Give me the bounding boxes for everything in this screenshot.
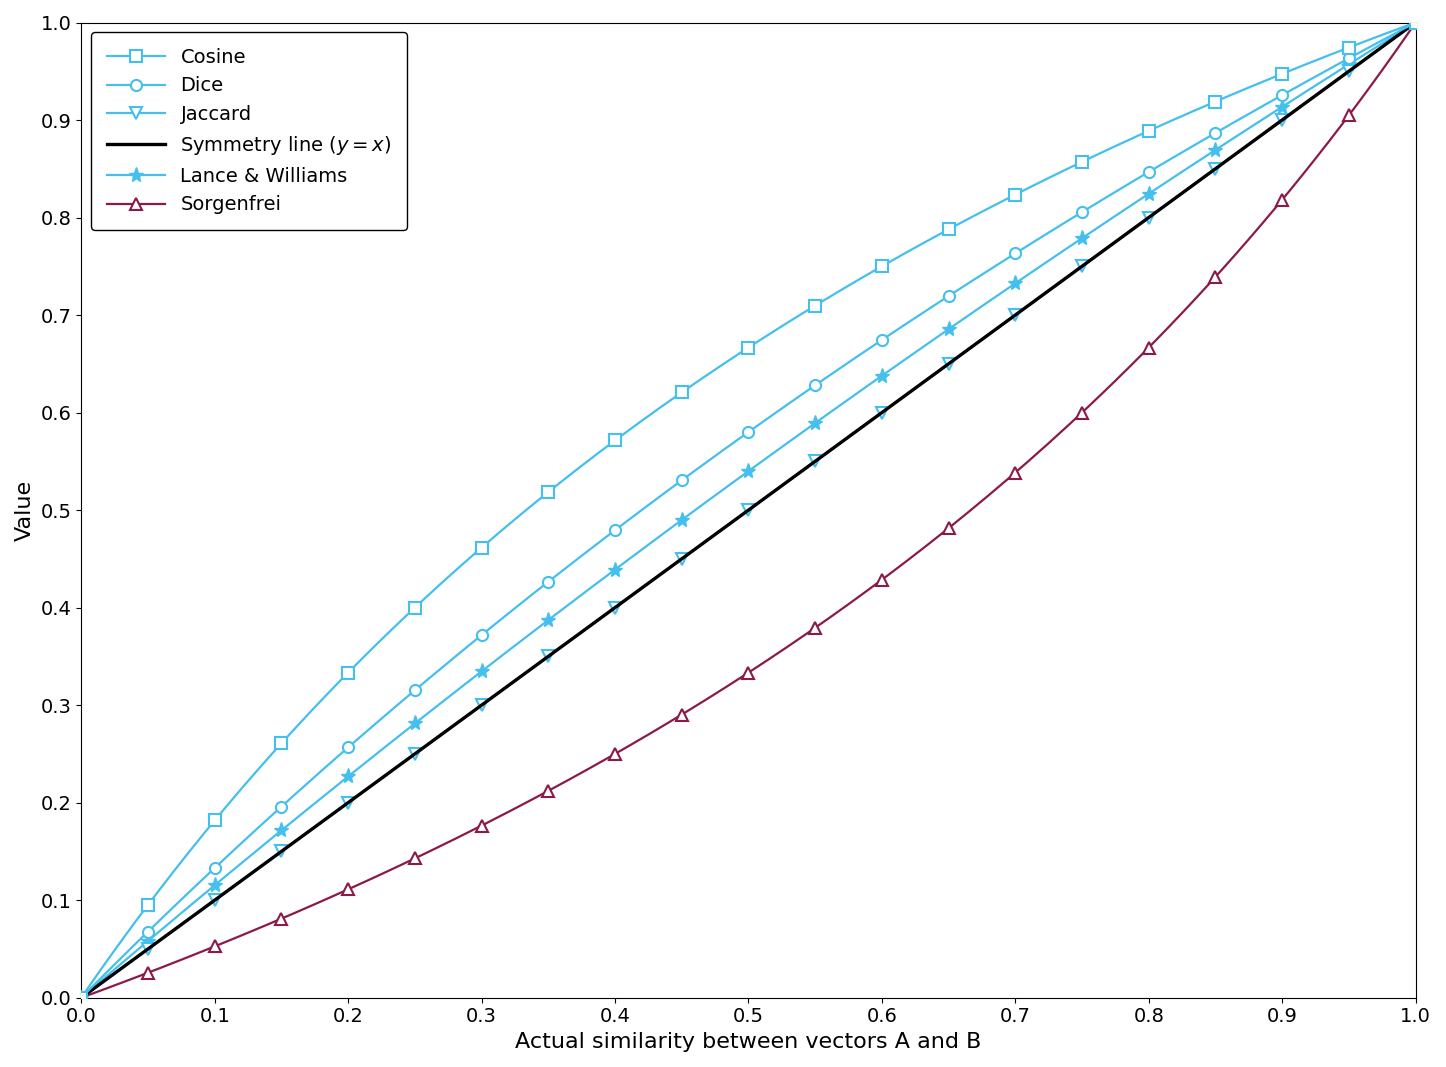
Lance & Williams: [72, 991, 90, 1004]
Symmetry line $(y = x)$: [792, 465, 810, 478]
X-axis label: Actual similarity between vectors A and B: Actual similarity between vectors A and …: [515, 1032, 982, 1052]
Dice: [560, 560, 577, 573]
Symmetry line $(y = x)$: [560, 635, 577, 648]
Jaccard: [192, 904, 210, 917]
Symmetry line $(y = x)$: [80, 987, 97, 1000]
Lance & Williams: [192, 890, 210, 903]
Cosine: [633, 414, 651, 427]
Cosine: [80, 982, 97, 994]
Line: Jaccard: Jaccard: [75, 17, 1421, 1003]
Sorgenfrei: [633, 732, 651, 745]
Dice: [1294, 78, 1312, 91]
Sorgenfrei: [80, 989, 97, 1002]
Lance & Williams: [80, 986, 97, 999]
Line: Lance & Williams: Lance & Williams: [74, 15, 1423, 1005]
Symmetry line $(y = x)$: [1294, 99, 1312, 112]
Sorgenfrei: [1294, 169, 1312, 181]
Jaccard: [560, 635, 577, 648]
Cosine: [72, 991, 90, 1004]
Jaccard: [633, 582, 651, 594]
Sorgenfrei: [72, 991, 90, 1004]
Symmetry line $(y = x)$: [1407, 16, 1424, 29]
Dice: [792, 388, 810, 401]
Line: Symmetry line $(y = x)$: Symmetry line $(y = x)$: [81, 22, 1416, 998]
Cosine: [560, 469, 577, 482]
Jaccard: [1407, 16, 1424, 29]
Lance & Williams: [560, 599, 577, 611]
Jaccard: [792, 465, 810, 478]
Sorgenfrei: [192, 945, 210, 958]
Dice: [1407, 16, 1424, 29]
Lance & Williams: [1407, 16, 1424, 29]
Jaccard: [72, 991, 90, 1004]
Symmetry line $(y = x)$: [192, 904, 210, 917]
Lance & Williams: [792, 426, 810, 439]
Y-axis label: Value: Value: [14, 479, 35, 541]
Jaccard: [1294, 99, 1312, 112]
Dice: [80, 985, 97, 998]
Symmetry line $(y = x)$: [72, 991, 90, 1004]
Line: Dice: Dice: [75, 17, 1421, 1003]
Lance & Williams: [633, 543, 651, 556]
Jaccard: [80, 987, 97, 1000]
Dice: [72, 991, 90, 1004]
Cosine: [1294, 60, 1312, 73]
Cosine: [1407, 16, 1424, 29]
Line: Cosine: Cosine: [75, 17, 1421, 1003]
Sorgenfrei: [560, 774, 577, 786]
Lance & Williams: [1294, 87, 1312, 100]
Cosine: [192, 830, 210, 843]
Cosine: [792, 307, 810, 320]
Dice: [192, 874, 210, 887]
Line: Sorgenfrei: Sorgenfrei: [75, 17, 1421, 1003]
Sorgenfrei: [1407, 16, 1424, 29]
Symmetry line $(y = x)$: [633, 582, 651, 594]
Dice: [633, 504, 651, 516]
Sorgenfrei: [792, 631, 810, 643]
Legend: Cosine, Dice, Jaccard, Symmetry line $(y = x)$, Lance & Williams, Sorgenfrei: Cosine, Dice, Jaccard, Symmetry line $(y…: [91, 32, 408, 230]
